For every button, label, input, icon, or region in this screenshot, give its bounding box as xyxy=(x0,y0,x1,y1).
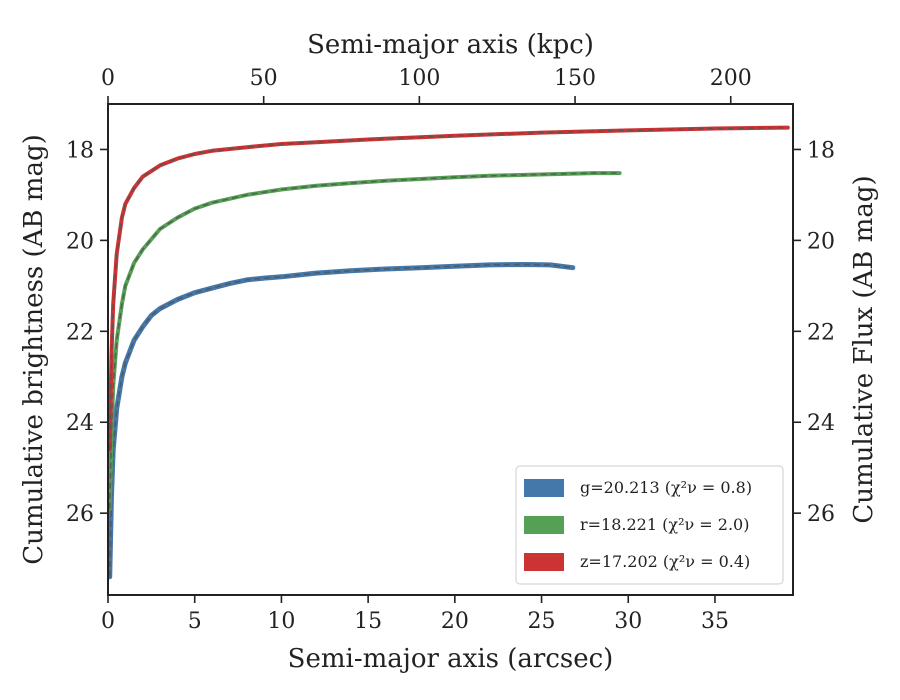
series-layer xyxy=(108,125,790,580)
x-axis-label: Semi-major axis (arcsec) xyxy=(288,644,614,674)
series-model-line-1 xyxy=(108,172,620,509)
x-tick-label: 25 xyxy=(528,609,556,634)
ticks-layer: 0 5 10 15 20 25 30 35 0 50 100 150 200 18 18 20 20 22 22 24… xyxy=(66,66,835,634)
y-tick-label: 24 xyxy=(66,411,94,436)
series-line-0 xyxy=(108,262,576,580)
legend: g=20.213 (χ²ν = 0.8) r=18.221 (χ²ν = 2.0)… xyxy=(515,465,784,585)
legend-box xyxy=(515,465,784,585)
legend-swatch-1 xyxy=(524,516,564,534)
right-y-tick-label: 20 xyxy=(807,229,835,254)
x-tick-label: 10 xyxy=(267,609,295,634)
top-x-tick-label: 100 xyxy=(398,66,440,91)
right-y-tick-label: 24 xyxy=(807,411,835,436)
legend-swatch-2 xyxy=(524,553,564,571)
top-x-tick-label: 150 xyxy=(554,66,596,91)
y-tick-label: 26 xyxy=(66,502,94,527)
top-x-tick-label: 0 xyxy=(101,66,115,91)
legend-label-2: z=17.202 (χ²ν = 0.4) xyxy=(580,552,750,571)
series-group xyxy=(108,125,790,580)
y-tick-label: 20 xyxy=(66,229,94,254)
series-model-line-0 xyxy=(108,263,573,577)
legend-label-1: r=18.221 (χ²ν = 2.0) xyxy=(580,515,749,534)
x-tick-label: 35 xyxy=(701,609,729,634)
right-y-axis-label: Cumulative Flux (AB mag) xyxy=(849,175,879,523)
plot-frame xyxy=(107,103,794,596)
x-tick-label: 20 xyxy=(441,609,469,634)
top-x-tick-label: 50 xyxy=(250,66,278,91)
y-axis-label: Cumulative brightness (AB mag) xyxy=(19,134,49,565)
legend-swatch-0 xyxy=(524,479,564,497)
right-y-tick-label: 18 xyxy=(807,138,835,163)
x-tick-label: 15 xyxy=(354,609,382,634)
top-x-tick-label: 200 xyxy=(710,66,752,91)
y-tick-label: 22 xyxy=(66,320,94,345)
y-tick-label: 18 xyxy=(66,138,94,163)
x-tick-label: 0 xyxy=(101,609,115,634)
series-model-line-2 xyxy=(108,126,788,450)
top-x-axis-label: Semi-major axis (kpc) xyxy=(307,30,594,60)
x-tick-label: 5 xyxy=(188,609,202,634)
right-y-tick-label: 26 xyxy=(807,502,835,527)
right-y-tick-label: 22 xyxy=(807,320,835,345)
legend-label-0: g=20.213 (χ²ν = 0.8) xyxy=(580,478,752,497)
series-line-1 xyxy=(108,171,622,511)
x-tick-label: 30 xyxy=(614,609,642,634)
